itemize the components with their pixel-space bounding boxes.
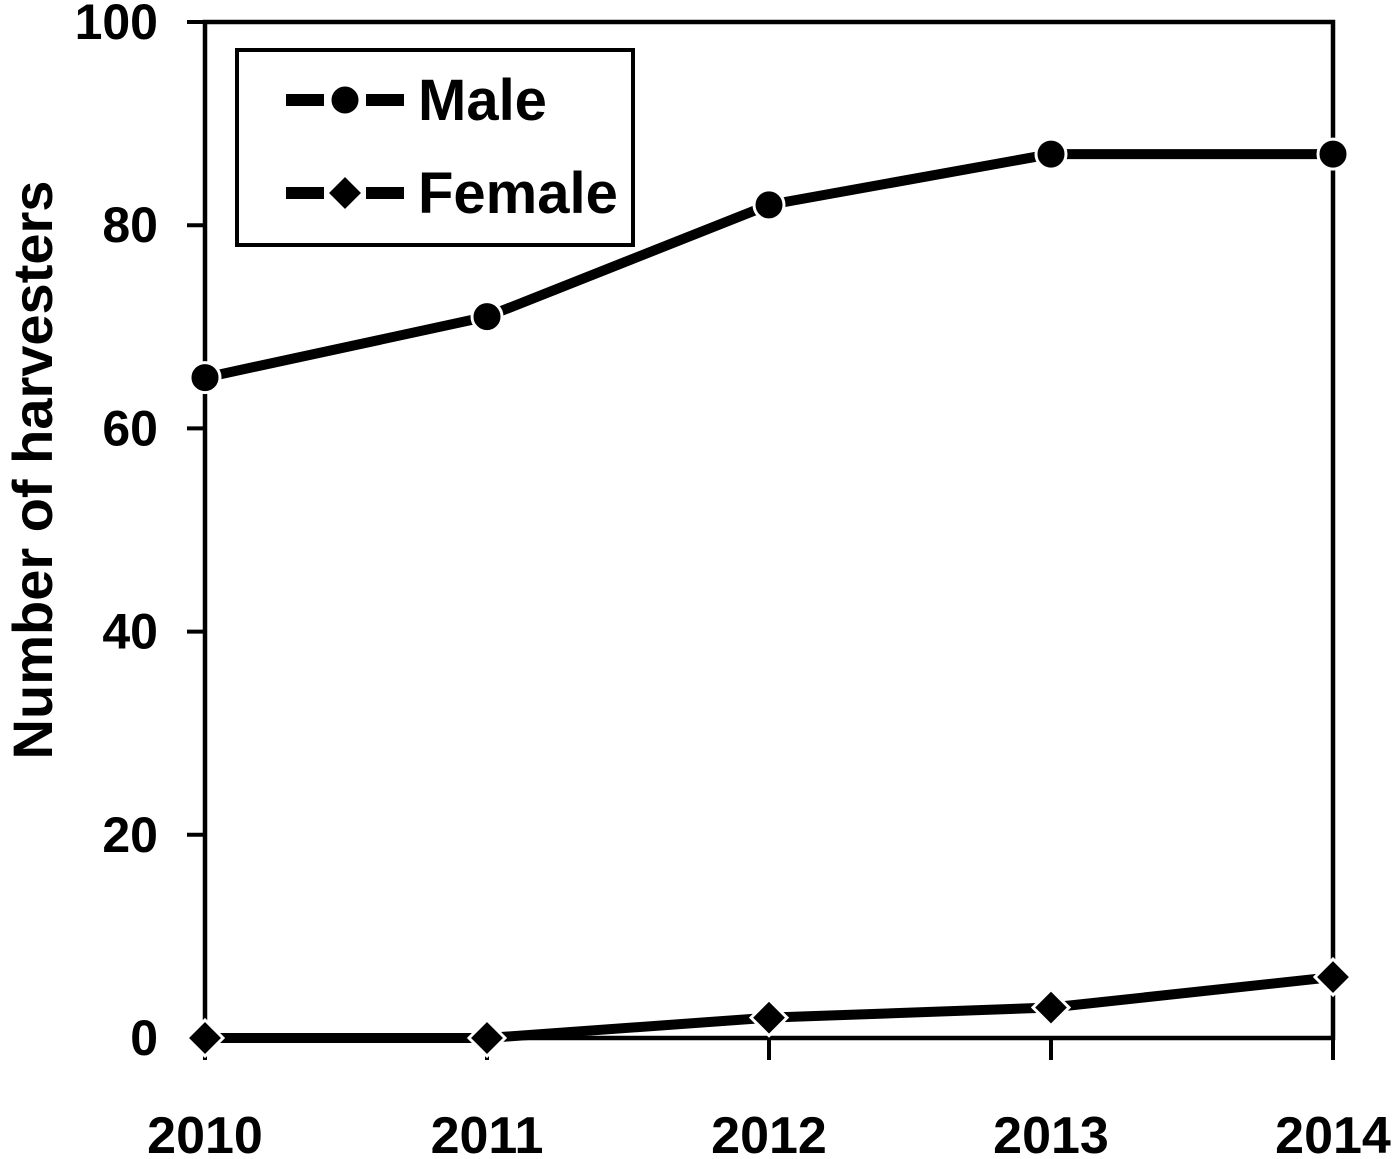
circle-icon xyxy=(188,361,222,395)
y-axis-title-text: Number of harvesters xyxy=(1,181,64,760)
diamond-icon xyxy=(1312,956,1354,998)
legend-label: Female xyxy=(418,161,618,226)
y-axis-title: Number of harvesters xyxy=(1,181,64,760)
y-tick-label: 60 xyxy=(102,400,158,456)
y-tick-label: 20 xyxy=(102,807,158,863)
legend-label: Male xyxy=(418,68,547,133)
circle-icon xyxy=(328,83,362,117)
diamond-icon xyxy=(324,172,366,214)
legend-item-male: Male xyxy=(286,68,547,133)
circle-icon xyxy=(470,300,504,334)
legend: Male Female xyxy=(235,48,635,247)
x-tick-label: 2013 xyxy=(993,1107,1109,1159)
diamond-icon xyxy=(466,1017,508,1059)
circle-icon xyxy=(752,188,786,222)
y-tick-label: 100 xyxy=(75,0,158,50)
y-tick-label: 80 xyxy=(102,197,158,253)
legend-item-female: Female xyxy=(286,161,618,226)
diamond-icon xyxy=(184,1017,226,1059)
x-tick-label: 2012 xyxy=(711,1107,827,1159)
circle-icon xyxy=(1316,137,1350,171)
x-tick-label: 2011 xyxy=(431,1107,544,1159)
diamond-icon xyxy=(748,997,790,1038)
circle-icon xyxy=(1034,137,1068,171)
legend-border xyxy=(235,48,635,247)
series-female xyxy=(184,956,1354,1059)
x-tick-label: 2010 xyxy=(147,1107,263,1159)
y-tick-label: 40 xyxy=(102,604,158,660)
diamond-icon xyxy=(1030,987,1072,1028)
x-axis: 2010 2011 2012 2013 2014 xyxy=(147,1038,1391,1159)
data-series xyxy=(184,137,1354,1059)
y-tick-label: 0 xyxy=(130,1010,158,1066)
y-axis: 0 20 40 60 80 100 xyxy=(75,0,205,1066)
series-male xyxy=(188,137,1350,395)
x-tick-label: 2014 xyxy=(1275,1107,1391,1159)
